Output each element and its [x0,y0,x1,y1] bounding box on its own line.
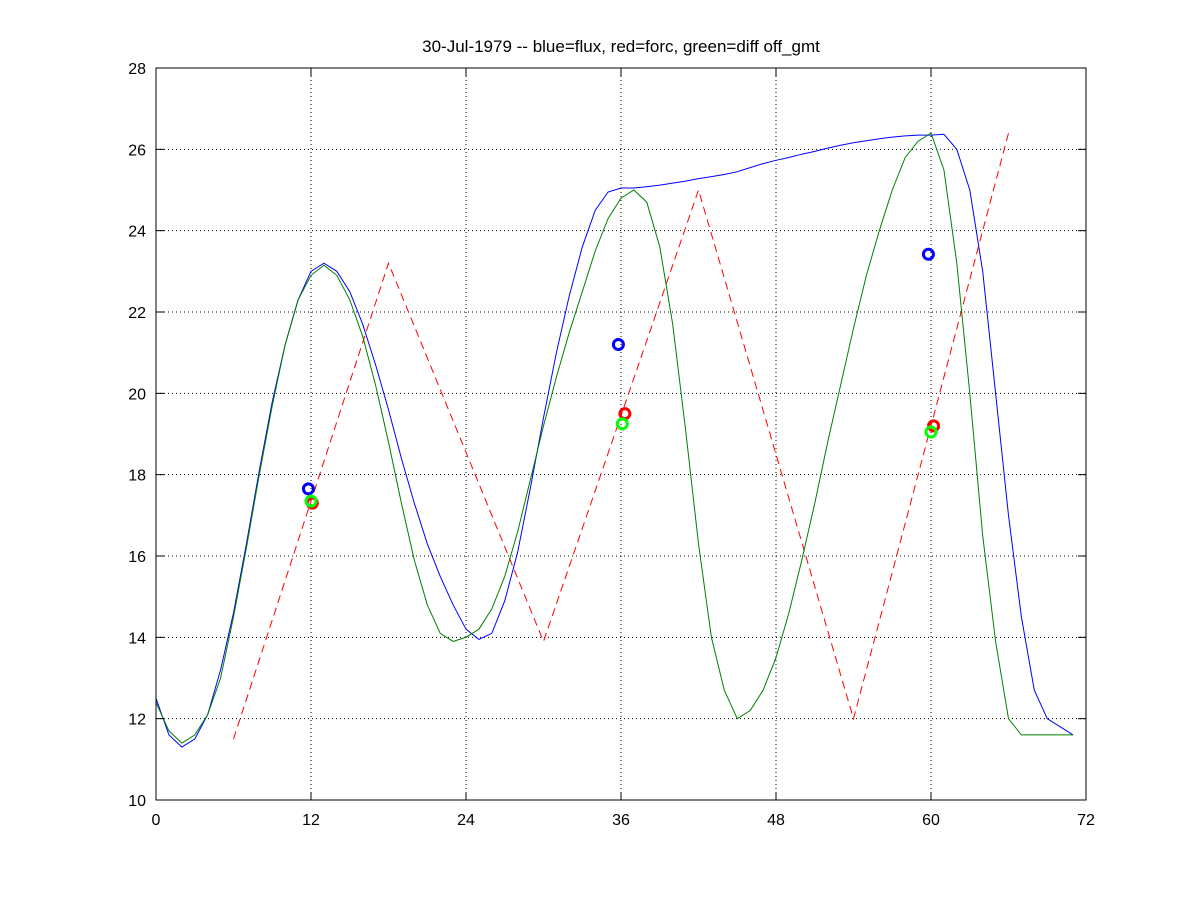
y-tick-label: 18 [128,468,146,485]
marker-layer [301,247,941,510]
grid [156,68,1086,800]
marker-point [611,338,625,352]
y-tick-label: 14 [128,630,146,647]
marker-point [301,482,315,496]
x-tick-label: 36 [612,812,630,829]
x-tick-label: 72 [1077,812,1095,829]
y-tick-label: 20 [128,386,146,403]
y-tick-label: 12 [128,712,146,729]
chart-title: 30-Jul-1979 -- blue=flux, red=forc, gree… [422,37,820,56]
x-tick-label: 48 [767,812,785,829]
y-tick-label: 26 [128,142,146,159]
series-line-0 [155,133,1074,748]
y-tick-label: 28 [128,61,146,78]
marker-point [618,407,632,421]
marker-point [921,247,935,261]
marker-point [927,419,941,433]
x-tick-label: 12 [302,812,320,829]
y-tick-label: 24 [128,224,146,241]
series-line-2 [155,132,1074,744]
x-tick-label: 0 [152,812,161,829]
marker-point [924,425,938,439]
marker-point [304,494,318,508]
y-tick-label: 22 [128,305,146,322]
x-tick-label: 60 [922,812,940,829]
marker-point [615,417,629,431]
x-tick-label: 24 [457,812,475,829]
y-tick-label: 10 [128,793,146,810]
y-tick-label: 16 [128,549,146,566]
plot-frame [155,67,1087,801]
axis-ticks: 0 12 24 36 48 60 72 10 12 14 16 18 20 22 24 26 28 [128,61,1095,829]
series-layer [155,132,1074,748]
